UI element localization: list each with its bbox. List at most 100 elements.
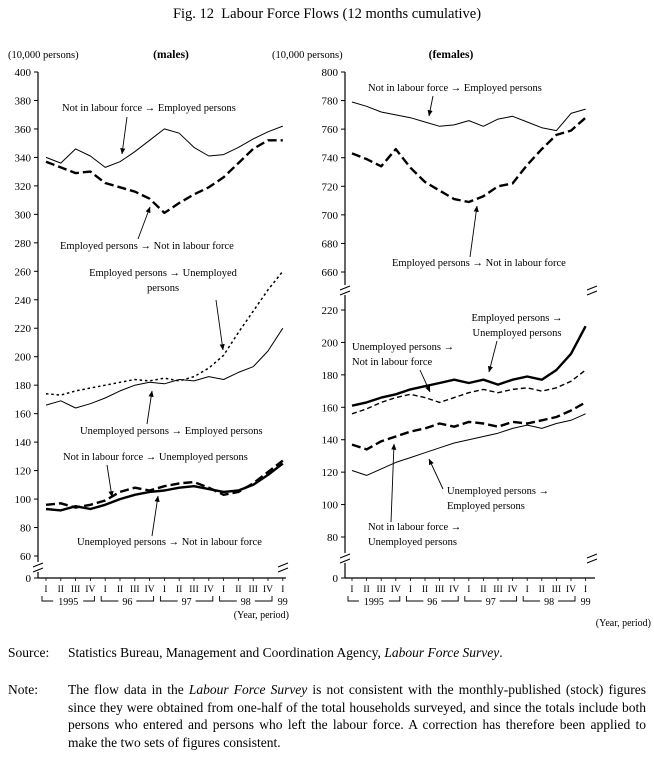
source-row: Source: Statistics Bureau, Management an… xyxy=(8,644,646,662)
y-tick-label: 780 xyxy=(322,96,339,108)
y-tick-label: 140 xyxy=(15,437,32,449)
x-tick-label: IV xyxy=(508,585,518,595)
x-tick-label: II xyxy=(480,585,486,595)
y-tick-label: 240 xyxy=(15,295,32,307)
series-line xyxy=(45,462,284,512)
series-line xyxy=(351,325,587,407)
y-tick-label: 720 xyxy=(322,181,339,193)
y-tick-label: 160 xyxy=(322,402,339,414)
series-line xyxy=(45,459,284,509)
x-tick-label: I xyxy=(44,585,47,595)
x-tick-label: I xyxy=(163,585,166,595)
y-tick-label: 0 xyxy=(26,573,32,585)
y-tick-label: 140 xyxy=(322,435,339,447)
note-text-italic: Labour Force Survey xyxy=(188,682,308,697)
source-text-italic: Labour Force Survey xyxy=(384,645,500,660)
annotation-arrow xyxy=(120,116,128,155)
x-tick-label: II xyxy=(176,585,182,595)
year-label: 1995 xyxy=(364,597,384,608)
x-tick-label: IV xyxy=(566,585,576,595)
panel-females: (10,000 persons) (females)800780760740720… xyxy=(272,49,651,629)
x-tick-label: I xyxy=(467,585,470,595)
x-tick-label: III xyxy=(493,585,503,595)
annotation-arrow xyxy=(427,95,434,117)
y-tick-label: 320 xyxy=(15,181,32,193)
x-tick-label: II xyxy=(58,585,64,595)
x-tick-label: IV xyxy=(263,585,273,595)
x-tick-label: II xyxy=(363,585,369,595)
y-tick-label: 360 xyxy=(15,124,32,136)
x-tick-label: III xyxy=(71,585,81,595)
series-label: Unemployed persons → xyxy=(352,342,454,353)
series-label: Unemployed persons → xyxy=(447,486,549,497)
x-tick-label: III xyxy=(189,585,199,595)
series-line xyxy=(45,125,283,168)
note-text-before: The flow data in the xyxy=(68,682,189,697)
y-tick-label: 160 xyxy=(15,409,32,421)
year-bracket xyxy=(464,596,518,602)
source-label: Source: xyxy=(8,645,50,660)
year-bracket xyxy=(522,596,576,602)
series-label: Not in labour force → Employed persons xyxy=(368,83,542,94)
y-tick-label: 220 xyxy=(322,305,339,317)
x-tick-label: I xyxy=(350,585,353,595)
unit-label: (10,000 persons) xyxy=(272,50,343,61)
y-tick-label: 260 xyxy=(15,266,32,278)
x-tick-label: II xyxy=(117,585,123,595)
annotation-arrow xyxy=(487,340,498,373)
year-label: 98 xyxy=(241,597,251,608)
y-tick-label: 200 xyxy=(322,337,339,349)
x-tick-label: IV xyxy=(391,585,401,595)
year-bracket xyxy=(41,596,95,602)
source-text-main: Statistics Bureau, Management and Coordi… xyxy=(68,645,385,660)
figure-title: Fig. 12 Labour Force Flows (12 months cu… xyxy=(172,6,482,22)
annotation-arrow xyxy=(428,458,444,490)
y-tick-label: 220 xyxy=(15,323,32,335)
note-text-after: is not consistent with the monthly-publi… xyxy=(68,682,646,750)
series-line xyxy=(351,101,586,132)
series-label: Employed persons xyxy=(447,501,525,512)
x-tick-label: III xyxy=(248,585,258,595)
year-label: 96 xyxy=(122,597,132,608)
year-label: 1995 xyxy=(58,597,78,608)
y-tick-label: 80 xyxy=(20,523,32,535)
series-label: Not in labour force xyxy=(352,357,433,368)
series-label: Not in labour force → xyxy=(368,522,461,533)
x-tick-label: IV xyxy=(449,585,459,595)
x-tick-label: IV xyxy=(85,585,95,595)
x-tick-label: I xyxy=(584,585,587,595)
year-label: 96 xyxy=(427,597,437,608)
y-tick-label: 280 xyxy=(15,238,32,250)
y-tick-label: 120 xyxy=(15,466,32,478)
axis-note: (Year, period) xyxy=(596,618,651,629)
series-label: Not in labour force → Unemployed persons xyxy=(63,452,248,463)
annotation-arrow xyxy=(215,299,225,351)
panel-title: (males) xyxy=(153,49,189,61)
year-bracket xyxy=(219,596,273,602)
x-tick-label: I xyxy=(409,585,412,595)
year-label: 97 xyxy=(182,597,192,608)
y-tick-label: 180 xyxy=(15,380,32,392)
unit-label: (10,000 persons) xyxy=(8,50,79,61)
x-tick-label: IV xyxy=(204,585,214,595)
axis-break-mark xyxy=(277,562,289,573)
source-text: Statistics Bureau, Management and Coordi… xyxy=(68,644,646,662)
x-tick-label: IV xyxy=(145,585,155,595)
series-line xyxy=(45,327,284,409)
year-bracket xyxy=(159,596,214,602)
y-tick-label: 680 xyxy=(322,238,339,250)
series-label: Unemployed persons → Employed persons xyxy=(80,426,263,437)
x-tick-label: III xyxy=(552,585,562,595)
series-label: Unemployed persons xyxy=(473,328,562,339)
annotation-arrow xyxy=(151,495,160,537)
year-label: 99 xyxy=(581,597,591,608)
y-tick-label: 660 xyxy=(322,267,339,279)
note-text: The flow data in the Labour Force Survey… xyxy=(68,681,646,751)
year-bracket xyxy=(100,596,155,602)
series-label: Employed persons → Not in labour force xyxy=(60,241,234,252)
annotation-arrow xyxy=(419,369,431,393)
y-tick-label: 340 xyxy=(15,152,32,164)
x-tick-label: III xyxy=(435,585,445,595)
series-label: Unemployed persons xyxy=(368,537,457,548)
series-label: Unemployed persons → Not in labour force xyxy=(77,537,262,548)
